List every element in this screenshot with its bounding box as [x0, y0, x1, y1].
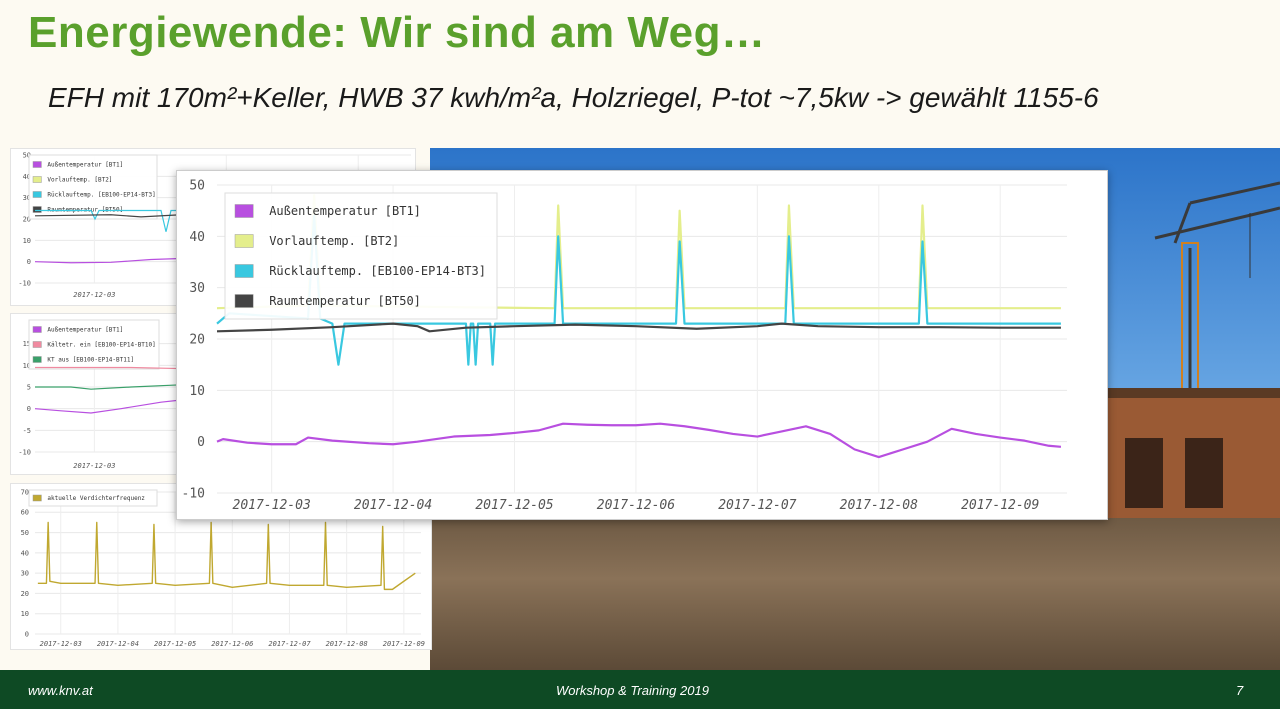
x-tick-label: 2017-12-08 — [840, 498, 918, 513]
y-tick-label: 50 — [21, 529, 29, 537]
y-tick-label: 0 — [27, 405, 31, 413]
legend-box — [28, 489, 158, 507]
legend-swatch — [32, 341, 42, 348]
series-line — [34, 214, 182, 218]
crane-graphic — [1154, 181, 1280, 399]
y-tick-label: 10 — [189, 384, 205, 399]
x-tick-label: 2017-12-07 — [718, 498, 796, 513]
legend-label: Kältetr. ein [EB100-EP14-BT10] — [47, 342, 155, 349]
x-tick-label: 2017-12-07 — [268, 640, 311, 648]
legend-swatch — [32, 356, 42, 363]
y-tick-label: 50 — [189, 179, 205, 194]
y-tick-label: -5 — [23, 427, 31, 435]
legend-box — [28, 154, 158, 220]
series-line — [216, 322, 1061, 333]
y-tick-label: 10 — [21, 610, 29, 618]
x-tick-label: 2017-12-05 — [154, 640, 196, 648]
x-tick-label: 2017-12-08 — [326, 640, 368, 648]
legend-swatch — [32, 161, 42, 168]
legend-label: Vorlauftemp. [BT2] — [47, 177, 112, 184]
footer-event: Workshop & Training 2019 — [556, 683, 709, 698]
slide-title: Energiewende: Wir sind am Weg… — [28, 8, 766, 57]
legend-swatch — [32, 176, 42, 183]
legend-swatch — [32, 494, 42, 502]
y-tick-label: -10 — [18, 279, 31, 287]
y-tick-label: 20 — [189, 333, 205, 348]
x-tick-label: 2017-12-03 — [233, 498, 311, 513]
y-tick-label: 5 — [27, 383, 31, 391]
series-line — [35, 384, 182, 390]
series-line — [216, 214, 1061, 366]
legend-label: Rücklauftemp. [EB100-EP14-BT3] — [269, 264, 486, 278]
y-tick-label: 40 — [23, 173, 31, 181]
y-tick-label: 40 — [21, 549, 29, 557]
y-tick-label: -10 — [18, 448, 31, 456]
x-tick-label: 2017-12-03 — [40, 640, 82, 648]
legend-swatch — [234, 204, 254, 218]
x-tick-label: 2017-12-03 — [73, 462, 115, 470]
x-tick-label: 2017-12-06 — [597, 498, 675, 513]
house — [1105, 398, 1280, 518]
series-line — [37, 521, 416, 591]
slide-subtitle: EFH mit 170m²+Keller, HWB 37 kwh/m²a, Ho… — [48, 82, 1099, 113]
y-tick-label: 20 — [21, 590, 29, 598]
x-tick-label: 2017-12-09 — [383, 640, 425, 648]
chart-panel-main: 50 40 30 20 10 0 -10 2017-12-03 2017-12-04 2017-1… — [176, 170, 1108, 520]
house-window — [1125, 438, 1163, 508]
footer-bar: www.knv.at Workshop & Training 2019 7 — [0, 670, 1280, 709]
legend-label: Raumtemperatur [BT50] — [269, 294, 421, 308]
x-tick-label: 2017-12-03 — [73, 291, 115, 299]
legend-label: Außentemperatur [BT1] — [269, 204, 421, 218]
legend-box — [224, 192, 498, 320]
y-tick-label: 40 — [189, 230, 205, 245]
series-line — [34, 399, 182, 414]
y-tick-label: 10 — [23, 362, 31, 370]
x-tick-label: 2017-12-06 — [211, 640, 253, 648]
x-tick-label: 2017-12-04 — [354, 498, 432, 513]
series-line — [216, 422, 1062, 459]
legend-label: KT aus [EB100-EP14-BT11] — [47, 357, 134, 364]
y-tick-label: 30 — [21, 570, 29, 578]
x-tick-label: 2017-12-09 — [961, 498, 1039, 513]
y-tick-label: 60 — [21, 509, 29, 517]
legend-label: Rücklauftemp. [EB100-EP14-BT3] — [47, 192, 155, 199]
ground — [430, 518, 1280, 670]
house-window — [1185, 438, 1223, 508]
legend-box — [28, 319, 160, 370]
x-tick-label: 2017-12-04 — [97, 640, 139, 648]
legend-label: aktuelle Verdichterfrequenz — [47, 495, 145, 502]
legend-swatch — [32, 326, 42, 333]
series-line — [35, 366, 192, 370]
y-tick-label: 70 — [21, 488, 29, 496]
series-line — [35, 209, 181, 232]
legend-swatch — [234, 264, 254, 278]
legend-label: Außentemperatur [BT1] — [47, 162, 123, 169]
page-number: 7 — [1236, 683, 1244, 698]
y-tick-label: 30 — [189, 281, 205, 296]
y-tick-label: 10 — [23, 237, 31, 245]
y-tick-label: 50 — [23, 151, 31, 159]
series-line — [34, 257, 182, 264]
y-tick-label: -10 — [182, 487, 205, 502]
y-tick-label: 20 — [23, 215, 31, 223]
legend-swatch — [234, 294, 254, 308]
legend-swatch — [234, 234, 254, 248]
legend-label: Vorlauftemp. [BT2] — [269, 234, 399, 248]
y-tick-label: 0 — [25, 630, 29, 638]
y-tick-label: 30 — [23, 194, 31, 202]
legend-swatch — [32, 206, 42, 213]
y-tick-label: 15 — [23, 340, 31, 348]
x-tick-label: 2017-12-05 — [475, 498, 553, 513]
chart-main: 50 40 30 20 10 0 -10 2017-12-03 2017-12-04 2017-1… — [182, 179, 1067, 513]
y-tick-label: 0 — [197, 435, 205, 450]
legend-swatch — [32, 191, 42, 198]
legend-label: Außentemperatur [BT1] — [47, 327, 123, 334]
y-tick-label: 0 — [27, 258, 31, 266]
footer-website: www.knv.at — [28, 683, 93, 698]
